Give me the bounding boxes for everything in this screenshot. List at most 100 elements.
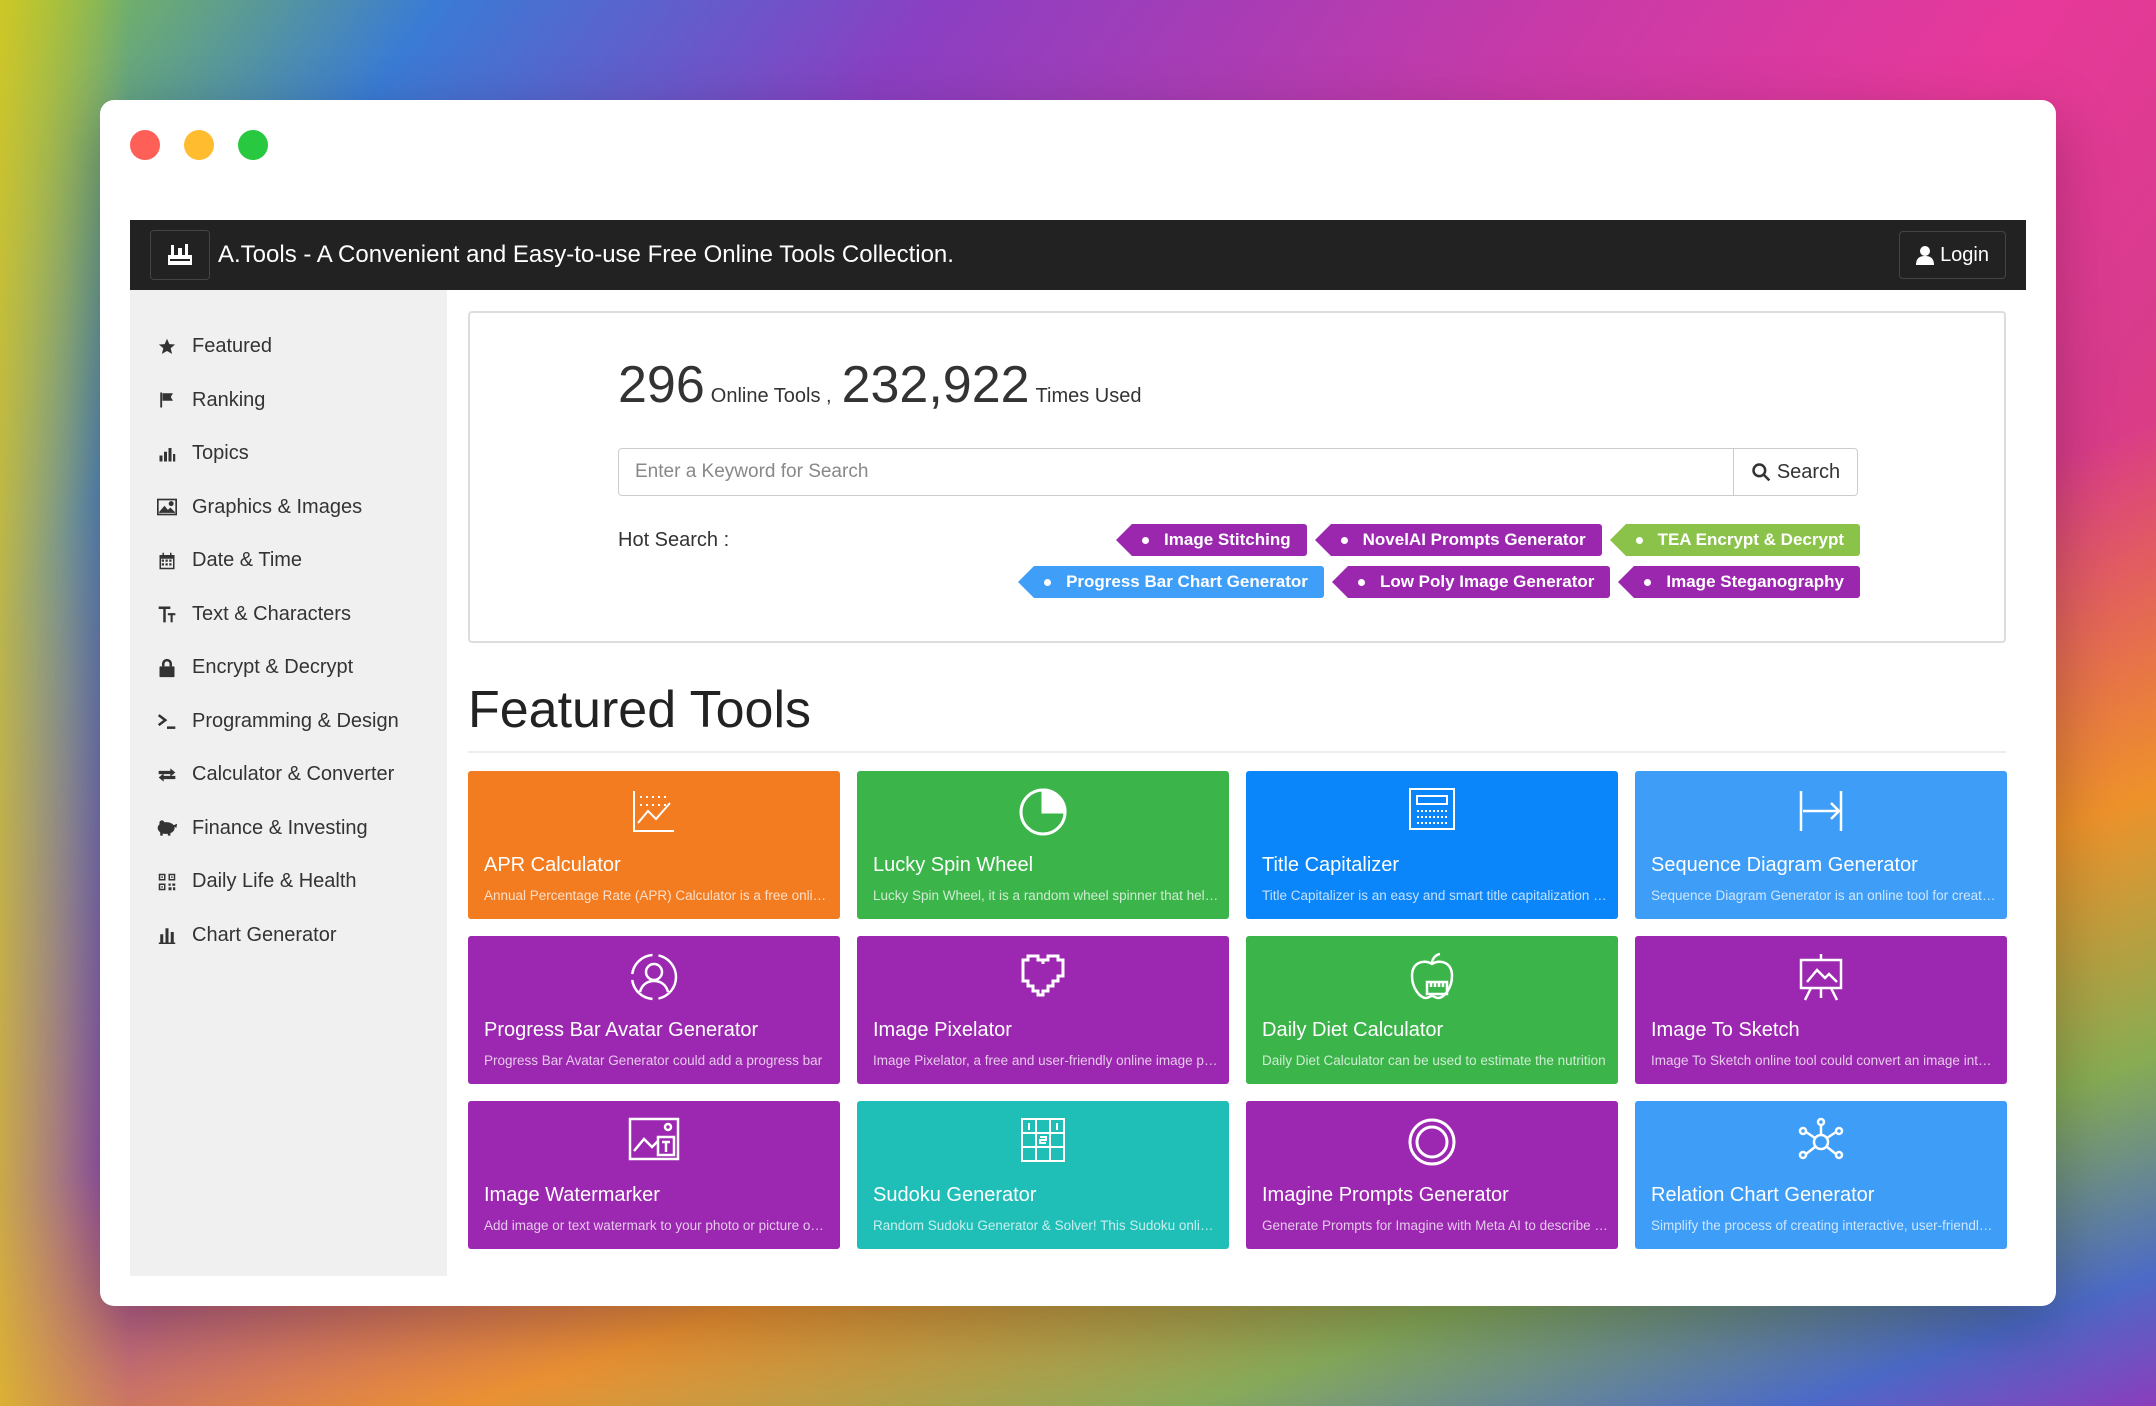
sidebar-item-date-time[interactable]: Date & Time	[130, 534, 447, 588]
tool-card-title: Lucky Spin Wheel	[873, 854, 1034, 876]
search-panel: 296 Online Tools , 232,922 Times Used Se…	[468, 311, 2006, 643]
sidebar-item-calculator-converter[interactable]: Calculator & Converter	[130, 748, 447, 802]
pie-chart-icon	[1018, 787, 1068, 842]
avatar-circle-icon	[629, 952, 679, 1007]
minimize-window-button[interactable]	[184, 130, 214, 160]
flag-icon	[156, 389, 178, 411]
qrcode-icon	[156, 871, 178, 893]
tool-card-description: Add image or text watermark to your phot…	[484, 1218, 830, 1233]
tool-card-description: Progress Bar Avatar Generator could add …	[484, 1053, 823, 1068]
tool-card-daily-diet-calculator[interactable]: Daily Diet Calculator Daily Diet Calcula…	[1246, 936, 1618, 1084]
hot-tag-image-steganography[interactable]: Image Steganography	[1618, 566, 1860, 598]
tool-card-sudoku-generator[interactable]: Sudoku Generator Random Sudoku Generator…	[857, 1101, 1229, 1249]
top-navbar: A.Tools - A Convenient and Easy-to-use F…	[130, 220, 2026, 290]
sidebar-item-label: Topics	[192, 442, 249, 465]
sidebar-item-label: Encrypt & Decrypt	[192, 656, 354, 679]
hot-search-tags: Image Stitching NovelAI Prompts Generato…	[860, 524, 1860, 598]
tool-card-title: Image Pixelator	[873, 1019, 1012, 1041]
network-icon	[1796, 1117, 1846, 1172]
maximize-window-button[interactable]	[238, 130, 268, 160]
sidebar-item-encrypt-decrypt[interactable]: Encrypt & Decrypt	[130, 641, 447, 695]
sidebar-item-label: Programming & Design	[192, 709, 399, 732]
tool-card-sequence-diagram-generator[interactable]: Sequence Diagram Generator Sequence Diag…	[1635, 771, 2007, 919]
hot-tag-novelai-prompts-generator[interactable]: NovelAI Prompts Generator	[1314, 524, 1602, 556]
sudoku-grid-icon	[1020, 1117, 1066, 1168]
tool-card-imagine-prompts-generator[interactable]: Imagine Prompts Generator Generate Promp…	[1246, 1101, 1618, 1249]
usage-stats: 296 Online Tools , 232,922 Times Used	[618, 355, 1142, 415]
hot-tag-low-poly-image-generator[interactable]: Low Poly Image Generator	[1331, 566, 1611, 598]
sidebar-item-finance-investing[interactable]: Finance & Investing	[130, 802, 447, 856]
document-icon	[1408, 787, 1456, 836]
tool-card-title: Progress Bar Avatar Generator	[484, 1019, 759, 1041]
user-icon	[1916, 246, 1935, 265]
tool-card-relation-chart-generator[interactable]: Relation Chart Generator Simplify the pr…	[1635, 1101, 2007, 1249]
sidebar-item-label: Graphics & Images	[192, 495, 363, 518]
sidebar-item-chart-generator[interactable]: Chart Generator	[130, 909, 447, 963]
tool-card-progress-bar-avatar-generator[interactable]: Progress Bar Avatar Generator Progress B…	[468, 936, 840, 1084]
ring-icon	[1407, 1117, 1457, 1172]
hot-search-label: Hot Search :	[618, 529, 730, 551]
divider	[468, 751, 2006, 753]
sidebar-item-daily-life-health[interactable]: Daily Life & Health	[130, 855, 447, 909]
hot-tag-tea-encrypt-decrypt[interactable]: TEA Encrypt & Decrypt	[1609, 524, 1860, 556]
sidebar-item-programming-design[interactable]: Programming & Design	[130, 695, 447, 749]
tool-card-apr-calculator[interactable]: APR Calculator Annual Percentage Rate (A…	[468, 771, 840, 919]
image-icon	[156, 496, 178, 518]
tool-card-description: Daily Diet Calculator can be used to est…	[1262, 1053, 1606, 1068]
tool-card-description: Annual Percentage Rate (APR) Calculator …	[484, 888, 830, 903]
sidebar-item-label: Date & Time	[192, 549, 303, 572]
arrow-range-icon	[1797, 787, 1845, 840]
sidebar-item-label: Featured	[192, 335, 273, 358]
calendar-icon	[156, 550, 178, 572]
tool-card-image-pixelator[interactable]: Image Pixelator Image Pixelator, a free …	[857, 936, 1229, 1084]
site-title[interactable]: A.Tools - A Convenient and Easy-to-use F…	[218, 241, 954, 268]
sidebar-item-label: Finance & Investing	[192, 816, 368, 839]
image-text-icon	[628, 1117, 680, 1166]
tools-count-label: Online Tools ,	[710, 385, 832, 407]
search-row: Search	[618, 448, 1858, 496]
sidebar-item-graphics-images[interactable]: Graphics & Images	[130, 481, 447, 535]
hot-tag-image-stitching[interactable]: Image Stitching	[1116, 524, 1307, 556]
tool-card-image-watermarker[interactable]: Image Watermarker Add image or text wate…	[468, 1101, 840, 1249]
tool-card-title: Title Capitalizer	[1262, 854, 1400, 876]
close-window-button[interactable]	[130, 130, 160, 160]
tool-card-description: Image Pixelator, a free and user-friendl…	[873, 1053, 1219, 1068]
search-input[interactable]	[618, 448, 1734, 496]
toolbox-icon[interactable]	[150, 230, 210, 280]
search-button-label: Search	[1776, 460, 1841, 483]
transfer-icon	[156, 764, 178, 786]
tool-card-description: Image To Sketch online tool could conver…	[1651, 1053, 1997, 1068]
lock-icon	[156, 657, 178, 679]
tool-card-title: Image Watermarker	[484, 1184, 660, 1206]
sidebar-item-featured[interactable]: Featured	[130, 320, 447, 374]
tool-card-title: Sudoku Generator	[873, 1184, 1037, 1206]
bar-chart-icon	[156, 443, 178, 465]
tool-card-title: Sequence Diagram Generator	[1651, 854, 1918, 876]
sidebar-item-label: Daily Life & Health	[192, 870, 357, 893]
tool-card-lucky-spin-wheel[interactable]: Lucky Spin Wheel Lucky Spin Wheel, it is…	[857, 771, 1229, 919]
uses-count: 232,922	[841, 356, 1030, 414]
login-label: Login	[1940, 243, 1989, 266]
uses-count-label: Times Used	[1035, 385, 1142, 407]
sidebar-item-label: Ranking	[192, 388, 266, 411]
stats-icon	[156, 924, 178, 946]
featured-tools-grid: APR Calculator Annual Percentage Rate (A…	[468, 771, 2007, 1249]
sidebar: Featured Ranking Topics Graphics & Image…	[130, 290, 447, 1276]
easel-icon	[1797, 952, 1845, 1007]
login-button[interactable]: Login	[1899, 231, 2006, 279]
text-size-icon	[156, 603, 178, 625]
tool-card-image-to-sketch[interactable]: Image To Sketch Image To Sketch online t…	[1635, 936, 2007, 1084]
search-icon	[1752, 463, 1771, 482]
sidebar-item-topics[interactable]: Topics	[130, 427, 447, 481]
search-button[interactable]: Search	[1734, 448, 1858, 496]
tool-card-title-capitalizer[interactable]: Title Capitalizer Title Capitalizer is a…	[1246, 771, 1618, 919]
sidebar-item-ranking[interactable]: Ranking	[130, 374, 447, 428]
tool-card-title: Image To Sketch	[1651, 1019, 1800, 1041]
terminal-icon	[156, 710, 178, 732]
star-icon	[156, 336, 178, 358]
tool-card-description: Generate Prompts for Imagine with Meta A…	[1262, 1218, 1608, 1233]
tool-card-description: Sequence Diagram Generator is an online …	[1651, 888, 1997, 903]
tools-count: 296	[618, 356, 705, 414]
hot-tag-progress-bar-chart-generator[interactable]: Progress Bar Chart Generator	[1018, 566, 1324, 598]
sidebar-item-text-characters[interactable]: Text & Characters	[130, 588, 447, 642]
